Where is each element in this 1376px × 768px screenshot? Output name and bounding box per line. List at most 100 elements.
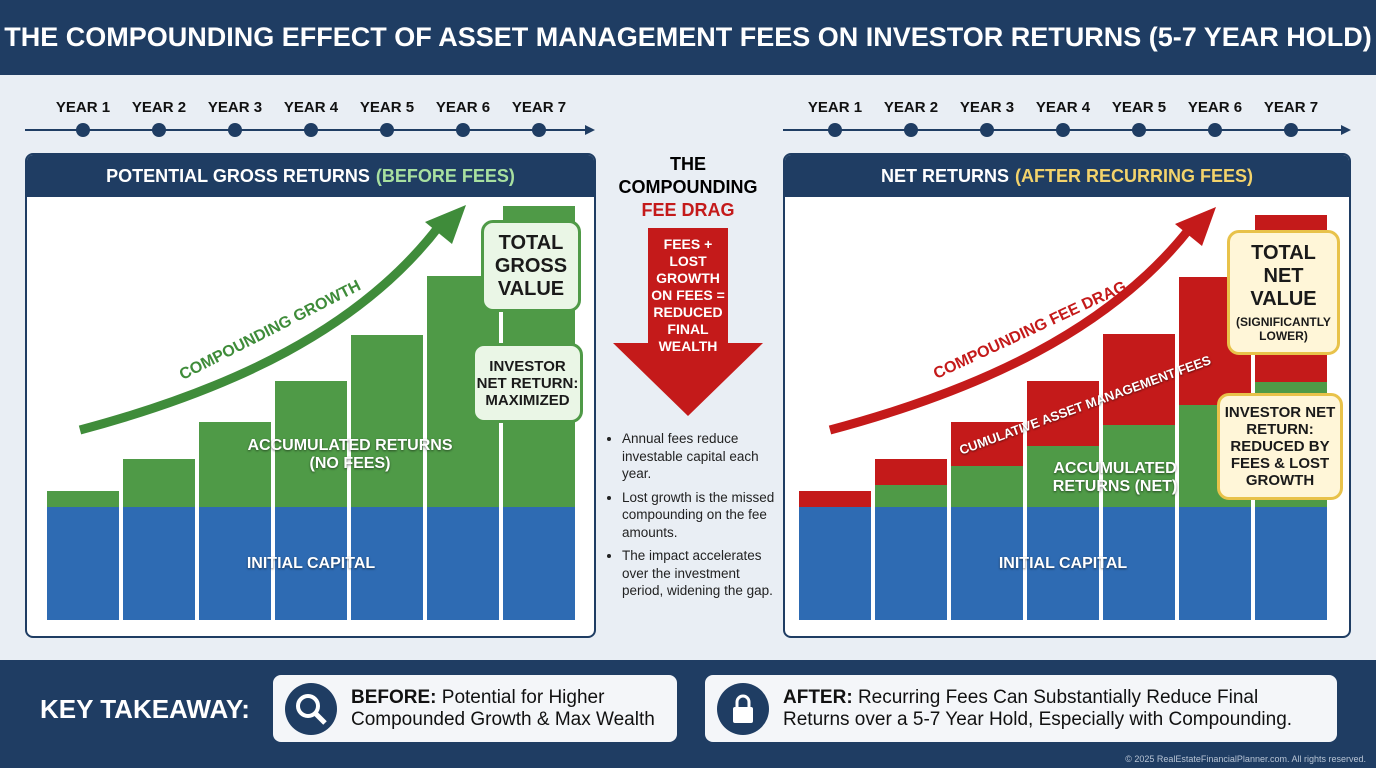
panel-header: NET RETURNS (AFTER RECURRING FEES) <box>785 155 1349 197</box>
callout: TOTAL NET VALUE (SIGNIFICANTLY LOWER) <box>1227 230 1340 355</box>
panel-title: NET RETURNS <box>880 165 1009 186</box>
year-label: YEAR 7 <box>1263 99 1319 116</box>
bar <box>1255 506 1327 620</box>
bar <box>123 459 195 507</box>
year-label: YEAR 4 <box>1035 99 1091 116</box>
bar <box>427 506 499 620</box>
text: Recurring Fees Can Substantially Reduce … <box>783 686 1293 730</box>
year-label: YEAR 3 <box>207 99 263 116</box>
bullet: Annual fees reduce investable capital ea… <box>622 430 778 483</box>
bar <box>1027 381 1099 446</box>
bar <box>875 506 947 620</box>
bar <box>275 506 347 620</box>
bullet: The impact accelerates over the investme… <box>622 547 778 600</box>
arrow-head <box>1175 207 1216 246</box>
lead: AFTER: <box>783 686 853 708</box>
bullet: Lost growth is the missed compounding on… <box>622 489 778 542</box>
bar <box>47 506 119 620</box>
timeline-dot <box>1284 123 1298 137</box>
drag-arrow <box>828 225 1194 435</box>
timeline-head <box>585 125 595 135</box>
timeline-dot <box>1208 123 1222 137</box>
series-label: ACCUMULATED RETURNS (NET) <box>1052 460 1178 495</box>
year-label: YEAR 4 <box>283 99 339 116</box>
bar <box>875 485 947 507</box>
timeline-dot <box>980 123 994 137</box>
year-label: YEAR 5 <box>1111 99 1167 116</box>
year-label: YEAR 2 <box>883 99 939 116</box>
bar <box>199 422 271 507</box>
timeline-dot <box>532 123 546 137</box>
bar <box>503 506 575 620</box>
timeline-dot <box>76 123 90 137</box>
series-label: INITIAL CAPITAL <box>998 555 1128 572</box>
bar <box>799 506 871 620</box>
bar <box>1103 333 1175 426</box>
bar <box>951 422 1023 467</box>
bar <box>199 506 271 620</box>
center-heading: THE COMPOUNDING FEE DRAG <box>608 153 768 222</box>
heading: THE COMPOUNDING <box>618 154 758 197</box>
timeline-dot <box>456 123 470 137</box>
panel-highlight: (BEFORE FEES) <box>375 165 515 186</box>
heading-red: FEE DRAG <box>641 200 735 220</box>
lead: BEFORE: <box>351 686 437 708</box>
text: Potential for Higher Compounded Growth &… <box>351 686 655 730</box>
timeline-dot <box>828 123 842 137</box>
bar <box>351 506 423 620</box>
lock-icon <box>717 682 769 735</box>
year-label: YEAR 5 <box>359 99 415 116</box>
center-arrow-text: FEES + LOST GROWTH ON FEES = REDUCED FIN… <box>651 236 725 354</box>
after-text: AFTER: Recurring Fees Can Substantially … <box>783 687 1325 731</box>
year-label: YEAR 6 <box>1187 99 1243 116</box>
bar <box>47 491 119 507</box>
timeline-dot <box>380 123 394 137</box>
year-label: YEAR 3 <box>959 99 1015 116</box>
series-label: ACCUMULATED RETURNS (NO FEES) <box>247 437 453 472</box>
panel-highlight: (AFTER RECURRING FEES) <box>1015 165 1253 186</box>
timeline-dot <box>904 123 918 137</box>
timeline-dot <box>304 123 318 137</box>
timeline-head <box>1341 125 1351 135</box>
bar <box>1179 506 1251 620</box>
bullets: Annual fees reduce investable capital ea… <box>608 430 778 606</box>
search-icon <box>285 682 337 735</box>
before-text: BEFORE: Potential for Higher Compounded … <box>351 687 665 731</box>
bar <box>1027 506 1099 620</box>
callout-sub: (SIGNIFICANTLY LOWER) <box>1236 315 1331 343</box>
bar <box>1027 445 1099 507</box>
bar <box>875 459 947 486</box>
note: INVESTOR NET RETURN: MAXIMIZED <box>472 343 583 423</box>
center-arrow <box>613 228 763 416</box>
callout: TOTAL GROSS VALUE <box>481 220 581 312</box>
arrow-head <box>425 205 466 244</box>
timeline-dot <box>228 123 242 137</box>
note: INVESTOR NET RETURN: REDUCED BY FEES & L… <box>1217 393 1343 500</box>
bar <box>1103 506 1175 620</box>
bar <box>123 506 195 620</box>
timeline-dot <box>1132 123 1146 137</box>
after-box: AFTER: Recurring Fees Can Substantially … <box>705 675 1337 742</box>
bar <box>1103 425 1175 507</box>
bar <box>351 334 423 507</box>
timeline-dot <box>1056 123 1070 137</box>
takeaway-label: KEY TAKEAWAY: <box>40 694 250 724</box>
year-label: YEAR 7 <box>511 99 567 116</box>
year-label: YEAR 6 <box>435 99 491 116</box>
title: THE COMPOUNDING EFFECT OF ASSET MANAGEME… <box>0 0 1376 75</box>
panel-title: POTENTIAL GROSS RETURNS <box>106 165 370 186</box>
growth-arrow <box>78 222 444 435</box>
bar <box>951 506 1023 620</box>
year-label: YEAR 2 <box>131 99 187 116</box>
series-label: INITIAL CAPITAL <box>246 555 376 572</box>
footer: © 2025 RealEstateFinancialPlanner.com. A… <box>1125 754 1366 764</box>
bar <box>951 466 1023 507</box>
bar <box>275 381 347 507</box>
before-box: BEFORE: Potential for Higher Compounded … <box>273 675 677 742</box>
panel-header: POTENTIAL GROSS RETURNS (BEFORE FEES) <box>27 155 594 197</box>
callout-text: TOTAL NET VALUE <box>1250 242 1317 310</box>
year-label: YEAR 1 <box>807 99 863 116</box>
bar <box>799 491 871 507</box>
